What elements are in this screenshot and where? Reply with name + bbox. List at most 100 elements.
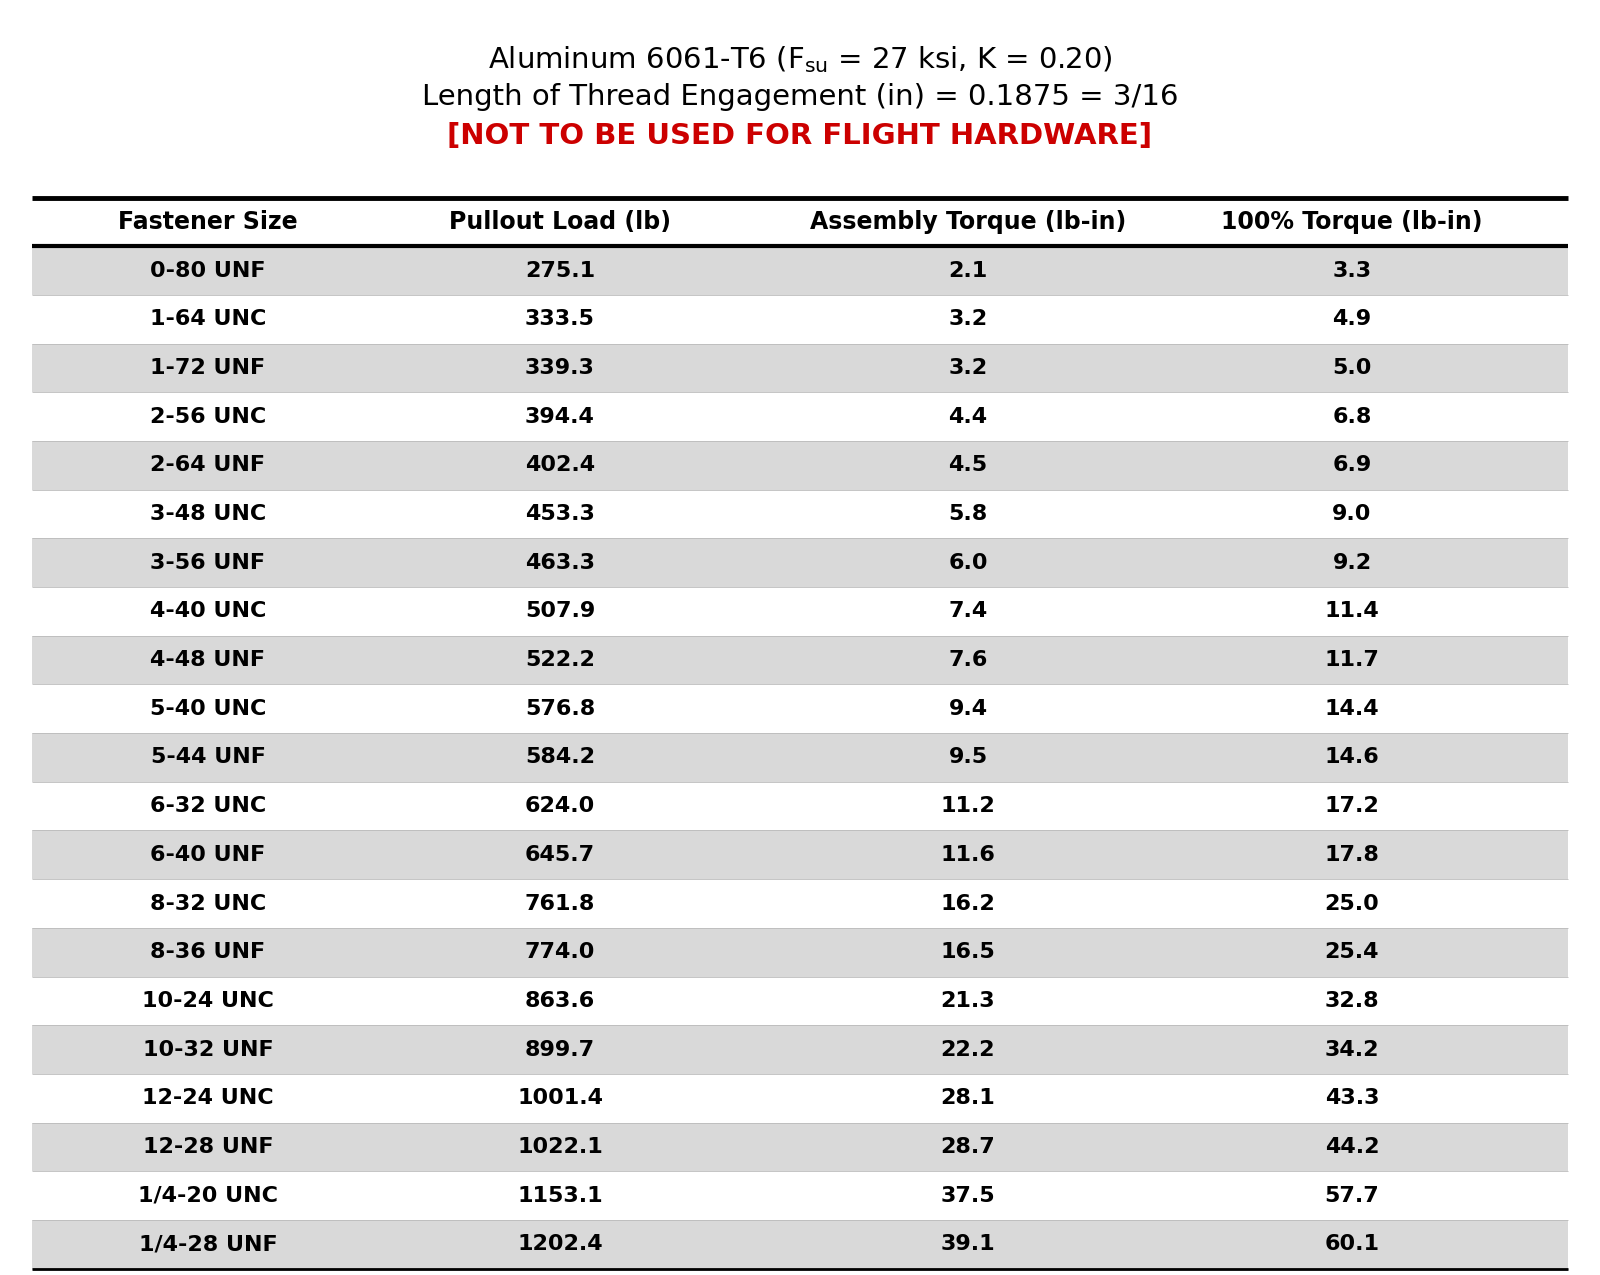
- Bar: [32, 344, 1568, 393]
- Text: Assembly Torque (lb-in): Assembly Torque (lb-in): [810, 210, 1126, 235]
- Bar: [32, 880, 1568, 928]
- Text: 6-40 UNF: 6-40 UNF: [150, 845, 266, 864]
- Text: 9.5: 9.5: [949, 747, 987, 768]
- Text: Length of Thread Engagement (in) = 0.1875 = 3/16: Length of Thread Engagement (in) = 0.187…: [422, 83, 1178, 111]
- Text: 0-80 UNF: 0-80 UNF: [150, 260, 266, 280]
- Bar: [32, 198, 1568, 246]
- Text: 2.1: 2.1: [949, 260, 987, 280]
- Bar: [32, 1074, 1568, 1122]
- Text: 1/4-28 UNF: 1/4-28 UNF: [139, 1234, 277, 1255]
- Text: 11.7: 11.7: [1325, 650, 1379, 671]
- Text: 402.4: 402.4: [525, 455, 595, 476]
- Text: [NOT TO BE USED FOR FLIGHT HARDWARE]: [NOT TO BE USED FOR FLIGHT HARDWARE]: [448, 122, 1152, 150]
- Bar: [32, 977, 1568, 1025]
- Bar: [32, 928, 1568, 977]
- Text: 10-24 UNC: 10-24 UNC: [142, 991, 274, 1011]
- Bar: [32, 441, 1568, 490]
- Bar: [32, 830, 1568, 880]
- Text: 6.9: 6.9: [1333, 455, 1371, 476]
- Text: 3.2: 3.2: [949, 310, 987, 329]
- Text: 5.8: 5.8: [949, 504, 987, 524]
- Text: 4-40 UNC: 4-40 UNC: [150, 602, 266, 621]
- Text: 14.6: 14.6: [1325, 747, 1379, 768]
- Text: 25.0: 25.0: [1325, 894, 1379, 913]
- Text: 12-24 UNC: 12-24 UNC: [142, 1089, 274, 1108]
- Text: 275.1: 275.1: [525, 260, 595, 280]
- Text: 1001.4: 1001.4: [517, 1089, 603, 1108]
- Text: 1202.4: 1202.4: [517, 1234, 603, 1255]
- Bar: [32, 1172, 1568, 1220]
- Text: 1153.1: 1153.1: [517, 1186, 603, 1206]
- Text: 624.0: 624.0: [525, 796, 595, 816]
- Text: 339.3: 339.3: [525, 358, 595, 377]
- Text: 28.7: 28.7: [941, 1137, 995, 1156]
- Text: 584.2: 584.2: [525, 747, 595, 768]
- Text: 22.2: 22.2: [941, 1039, 995, 1060]
- Text: 333.5: 333.5: [525, 310, 595, 329]
- Bar: [32, 636, 1568, 685]
- Text: 2-64 UNF: 2-64 UNF: [150, 455, 266, 476]
- Bar: [32, 586, 1568, 636]
- Bar: [32, 733, 1568, 782]
- Text: 9.4: 9.4: [949, 699, 987, 719]
- Text: 1-64 UNC: 1-64 UNC: [150, 310, 266, 329]
- Bar: [32, 538, 1568, 586]
- Text: 394.4: 394.4: [525, 407, 595, 427]
- Text: 17.2: 17.2: [1325, 796, 1379, 816]
- Text: 100% Torque (lb-in): 100% Torque (lb-in): [1221, 210, 1483, 235]
- Text: 4-48 UNF: 4-48 UNF: [150, 650, 266, 671]
- Text: 4.4: 4.4: [949, 407, 987, 427]
- Text: 1-72 UNF: 1-72 UNF: [150, 358, 266, 377]
- Text: Aluminum 6061-T6 ($\mathregular{F_{su}}$ = 27 ksi, K = 0.20): Aluminum 6061-T6 ($\mathregular{F_{su}}$…: [488, 45, 1112, 75]
- Text: 12-28 UNF: 12-28 UNF: [142, 1137, 274, 1156]
- Bar: [32, 490, 1568, 538]
- Text: 8-36 UNF: 8-36 UNF: [150, 942, 266, 963]
- Text: 3.2: 3.2: [949, 358, 987, 377]
- Text: 863.6: 863.6: [525, 991, 595, 1011]
- Text: 774.0: 774.0: [525, 942, 595, 963]
- Text: 3.3: 3.3: [1333, 260, 1371, 280]
- Bar: [32, 685, 1568, 733]
- Bar: [32, 1220, 1568, 1269]
- Text: 16.2: 16.2: [941, 894, 995, 913]
- Text: Pullout Load (lb): Pullout Load (lb): [450, 210, 670, 235]
- Text: 1/4-20 UNC: 1/4-20 UNC: [138, 1186, 278, 1206]
- Text: 4.5: 4.5: [949, 455, 987, 476]
- Text: 6-32 UNC: 6-32 UNC: [150, 796, 266, 816]
- Text: 32.8: 32.8: [1325, 991, 1379, 1011]
- Text: 522.2: 522.2: [525, 650, 595, 671]
- Text: 43.3: 43.3: [1325, 1089, 1379, 1108]
- Text: 6.8: 6.8: [1333, 407, 1371, 427]
- Text: 39.1: 39.1: [941, 1234, 995, 1255]
- Text: 4.9: 4.9: [1333, 310, 1371, 329]
- Text: 899.7: 899.7: [525, 1039, 595, 1060]
- Text: 7.6: 7.6: [949, 650, 987, 671]
- Text: 453.3: 453.3: [525, 504, 595, 524]
- Text: 21.3: 21.3: [941, 991, 995, 1011]
- Text: 57.7: 57.7: [1325, 1186, 1379, 1206]
- Text: 17.8: 17.8: [1325, 845, 1379, 864]
- Bar: [32, 246, 1568, 295]
- Text: 5.0: 5.0: [1333, 358, 1371, 377]
- Text: 507.9: 507.9: [525, 602, 595, 621]
- Text: 25.4: 25.4: [1325, 942, 1379, 963]
- Text: 11.6: 11.6: [941, 845, 995, 864]
- Text: 463.3: 463.3: [525, 553, 595, 572]
- Text: 14.4: 14.4: [1325, 699, 1379, 719]
- Text: 9.0: 9.0: [1333, 504, 1371, 524]
- Text: 3-48 UNC: 3-48 UNC: [150, 504, 266, 524]
- Text: 8-32 UNC: 8-32 UNC: [150, 894, 266, 913]
- Text: 576.8: 576.8: [525, 699, 595, 719]
- Text: 10-32 UNF: 10-32 UNF: [142, 1039, 274, 1060]
- Text: 645.7: 645.7: [525, 845, 595, 864]
- Bar: [32, 1025, 1568, 1074]
- Bar: [32, 393, 1568, 441]
- Text: 11.4: 11.4: [1325, 602, 1379, 621]
- Text: 5-40 UNC: 5-40 UNC: [150, 699, 266, 719]
- Text: 44.2: 44.2: [1325, 1137, 1379, 1156]
- Text: 761.8: 761.8: [525, 894, 595, 913]
- Text: 3-56 UNF: 3-56 UNF: [150, 553, 266, 572]
- Text: 2-56 UNC: 2-56 UNC: [150, 407, 266, 427]
- Text: 60.1: 60.1: [1325, 1234, 1379, 1255]
- Text: 16.5: 16.5: [941, 942, 995, 963]
